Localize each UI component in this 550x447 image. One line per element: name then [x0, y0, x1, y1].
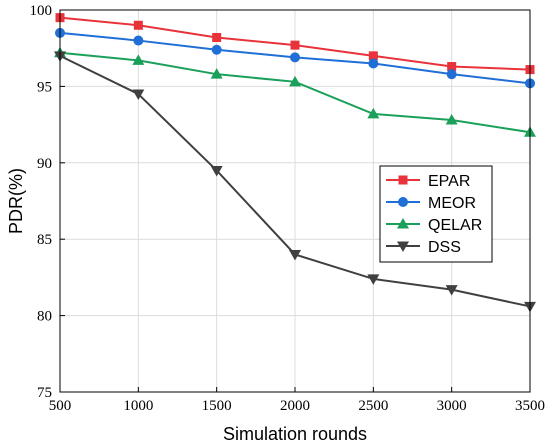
x-tick-label: 1500 — [202, 398, 232, 414]
x-tick-label: 2000 — [280, 398, 310, 414]
marker-triangle-up — [132, 54, 145, 65]
marker-triangle-down — [289, 249, 301, 261]
legend-item: DSS — [386, 239, 461, 256]
marker-circle — [446, 69, 457, 80]
legend-item: MEOR — [386, 195, 476, 212]
series-layer — [54, 13, 536, 313]
marker-circle — [368, 58, 379, 69]
marker-triangle-up — [289, 75, 301, 87]
y-tick-label: 85 — [37, 232, 52, 248]
marker-triangle-up — [397, 218, 409, 229]
marker-circle — [290, 52, 300, 63]
marker-triangle-up — [445, 114, 458, 125]
marker-triangle-down — [367, 274, 380, 285]
legend-label: DSS — [428, 239, 461, 256]
marker-square — [212, 33, 222, 43]
marker-square — [447, 62, 457, 72]
y-tick-label: 80 — [37, 309, 52, 325]
marker-triangle-down — [210, 165, 223, 177]
x-axis-title: Simulation rounds — [223, 424, 367, 444]
marker-circle — [398, 197, 408, 207]
axis-ticks: 500 1000 1500 2000 2500 3000 3500 75 80 85 90 95 100 — [30, 3, 546, 414]
legend-item: QELAR — [386, 217, 482, 234]
marker-triangle-down — [445, 285, 458, 296]
marker-triangle-up — [210, 68, 223, 79]
x-tick-label: 1000 — [123, 398, 153, 414]
y-tick-label: 90 — [37, 156, 52, 172]
y-tick-label: 75 — [37, 385, 52, 401]
y-tick-label: 100 — [30, 3, 53, 19]
marker-circle — [211, 44, 222, 55]
x-tick-label: 500 — [49, 398, 72, 414]
x-tick-label: 2500 — [358, 398, 388, 414]
marker-square — [368, 51, 378, 61]
x-tick-label: 3000 — [437, 398, 467, 414]
marker-square — [290, 40, 300, 50]
marker-triangle-up — [367, 107, 380, 119]
marker-square — [133, 20, 143, 30]
y-axis-title: PDR(%) — [6, 168, 26, 234]
x-tick-label: 3500 — [515, 398, 545, 414]
series-dss — [54, 51, 536, 313]
marker-triangle-down — [397, 241, 409, 252]
marker-circle — [133, 35, 144, 46]
legend-label: QELAR — [428, 217, 482, 234]
marker-triangle-down — [132, 89, 145, 101]
legend-item: EPAR — [386, 173, 470, 190]
legend-label: MEOR — [428, 195, 476, 212]
legend: EPAR MEOR QELAR DSS — [379, 165, 493, 263]
y-tick-label: 95 — [37, 79, 52, 95]
marker-square — [398, 175, 408, 185]
legend-label: EPAR — [428, 173, 470, 190]
